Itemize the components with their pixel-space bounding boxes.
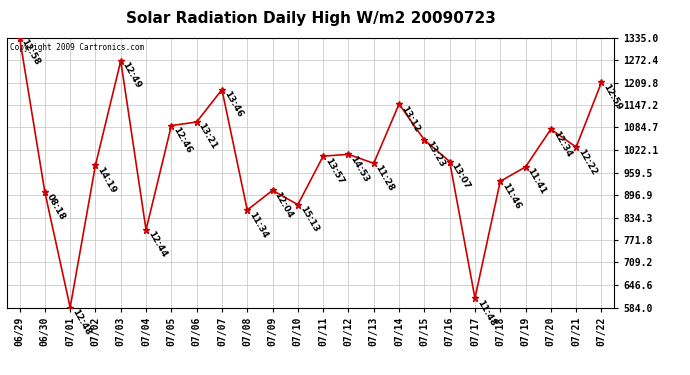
Text: 12:46: 12:46 — [171, 126, 193, 155]
Text: 12:44: 12:44 — [146, 230, 168, 260]
Text: 11:34: 11:34 — [247, 210, 269, 240]
Text: 12:49: 12:49 — [121, 61, 143, 90]
Text: 13:57: 13:57 — [323, 156, 345, 186]
Text: 11:46: 11:46 — [500, 181, 522, 211]
Text: 13:07: 13:07 — [450, 162, 472, 191]
Text: 14:53: 14:53 — [348, 154, 371, 184]
Text: 11:41: 11:41 — [526, 167, 548, 196]
Text: 08:18: 08:18 — [45, 192, 67, 221]
Text: Copyright 2009 Cartronics.com: Copyright 2009 Cartronics.com — [10, 43, 144, 52]
Text: 12:59: 12:59 — [602, 82, 624, 112]
Text: Solar Radiation Daily High W/m2 20090723: Solar Radiation Daily High W/m2 20090723 — [126, 11, 495, 26]
Text: 12:04: 12:04 — [273, 190, 295, 220]
Text: 14:19: 14:19 — [95, 165, 118, 195]
Text: 12:34: 12:34 — [551, 129, 573, 159]
Text: 11:28: 11:28 — [374, 164, 396, 193]
Text: 13:12: 13:12 — [399, 104, 421, 133]
Text: 12:58: 12:58 — [19, 38, 41, 67]
Text: 12:48: 12:48 — [70, 308, 92, 337]
Text: 13:46: 13:46 — [222, 90, 244, 119]
Text: 13:21: 13:21 — [197, 122, 219, 151]
Text: 15:13: 15:13 — [298, 205, 320, 234]
Text: 11:48: 11:48 — [475, 298, 497, 327]
Text: 12:22: 12:22 — [576, 147, 598, 177]
Text: 13:23: 13:23 — [424, 140, 446, 169]
